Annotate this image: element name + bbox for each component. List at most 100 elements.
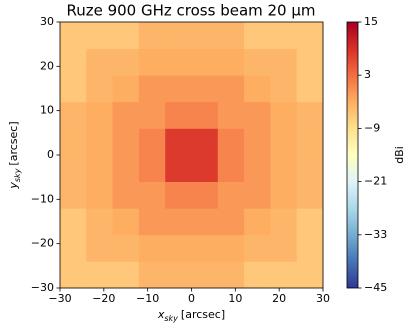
heatmap-cell (112, 234, 140, 262)
heatmap-cell (86, 101, 113, 129)
heatmap-cell (296, 22, 324, 49)
heatmap-cell (191, 22, 219, 49)
heatmap-cell (244, 75, 271, 103)
x-tick-label: 30 (316, 292, 330, 305)
heatmap-cell (191, 208, 219, 236)
heatmap-cell (138, 261, 166, 289)
heatmap-cell (191, 48, 219, 76)
heatmap-cell (270, 22, 298, 49)
heatmap-cell (217, 181, 245, 209)
heatmap-cell (191, 75, 219, 103)
heatmap-cell (60, 234, 87, 262)
heatmap-cell (296, 128, 324, 156)
heatmap-cell (270, 128, 298, 156)
x-tick-label: 20 (272, 292, 286, 305)
heatmap-cell (165, 261, 192, 289)
heatmap-cell (296, 234, 324, 262)
heatmap-cell (112, 155, 140, 182)
heatmap-cell (244, 128, 271, 156)
y-tick-label: 30 (40, 15, 54, 28)
chart-title: Ruze 900 GHz cross beam 20 μm (66, 2, 315, 20)
heatmap-cell (165, 181, 192, 209)
heatmap-cell (244, 48, 271, 76)
heatmap-cell (296, 75, 324, 103)
heatmap-cell (138, 155, 166, 182)
heatmap-cell (165, 234, 192, 262)
y-tick-label: −30 (31, 281, 54, 294)
heatmap-cell (270, 48, 298, 76)
heatmap-cell (191, 234, 219, 262)
heatmap-cell (112, 101, 140, 129)
heatmap-cell (86, 48, 113, 76)
heatmap-cell (60, 208, 87, 236)
y-tick-label: 10 (40, 104, 54, 117)
y-tick-label: 20 (40, 59, 54, 72)
heatmap-cell (60, 155, 87, 182)
heatmap-cell (60, 128, 87, 156)
heatmap-cell (217, 22, 245, 49)
heatmap-cell (112, 75, 140, 103)
heatmap-cell (244, 101, 271, 129)
heatmap-cell (191, 128, 219, 156)
heatmap-cell (270, 208, 298, 236)
x-axis-label-unit: [arcsec] (181, 308, 225, 321)
heatmap-cell (165, 48, 192, 76)
heatmap-cell (244, 155, 271, 182)
heatmap-cell (296, 208, 324, 236)
heatmap-cell (60, 75, 87, 103)
heatmap-cell (112, 208, 140, 236)
heatmap-cell (244, 234, 271, 262)
colorbar-tick-label: −33 (364, 228, 387, 241)
heatmap-cell (165, 75, 192, 103)
heatmap-cell (86, 22, 113, 49)
heatmap-cell (191, 181, 219, 209)
heatmap-cell (217, 75, 245, 103)
colorbar-tick-label: 15 (364, 15, 378, 28)
heatmap-cell (138, 208, 166, 236)
heatmap-cell (217, 234, 245, 262)
heatmap-cell (270, 75, 298, 103)
x-tick-label: −20 (92, 292, 115, 305)
heatmap-cell (270, 261, 298, 289)
colorbar-tick-label: −21 (364, 175, 387, 188)
colorbar-tick-label: −45 (364, 281, 387, 294)
x-tick-label: 0 (188, 292, 195, 305)
heatmap-cell (296, 181, 324, 209)
heatmap-cell (165, 22, 192, 49)
heatmap-cell (165, 128, 192, 156)
heatmap-cell (112, 261, 140, 289)
heatmap-cell (60, 101, 87, 129)
heatmap-cell (244, 22, 271, 49)
x-tick-label: −30 (48, 292, 71, 305)
heatmap-cell (138, 22, 166, 49)
heatmap-cell (270, 234, 298, 262)
x-axis-label: xsky [arcsec] (157, 308, 225, 323)
heatmap-cell (165, 208, 192, 236)
heatmap-cell (217, 101, 245, 129)
colorbar-tick-label: 3 (364, 68, 371, 81)
heatmap-cell (86, 208, 113, 236)
heatmap-cell (60, 22, 87, 49)
x-axis-label-symbol: x (157, 308, 165, 321)
heatmap-cell (86, 181, 113, 209)
heatmap-cell (60, 181, 87, 209)
heatmap-cell (244, 208, 271, 236)
heatmap-cell (138, 75, 166, 103)
heatmap-cell (112, 48, 140, 76)
y-tick-label: −10 (31, 192, 54, 205)
x-tick-label: −10 (136, 292, 159, 305)
heatmap-cell (296, 48, 324, 76)
heatmap-cell (217, 261, 245, 289)
heatmap-cell (165, 155, 192, 182)
heatmap-cell (86, 128, 113, 156)
colorbar-label: dBi (393, 146, 406, 164)
heatmap-cell (244, 261, 271, 289)
y-tick-label: −20 (31, 237, 54, 250)
y-axis-label-sub: sky (13, 168, 22, 182)
heatmap-cell (112, 128, 140, 156)
heatmap-cell (244, 181, 271, 209)
heatmap-cell (296, 261, 324, 289)
heatmap-cell (60, 261, 87, 289)
heatmap-cell (165, 101, 192, 129)
